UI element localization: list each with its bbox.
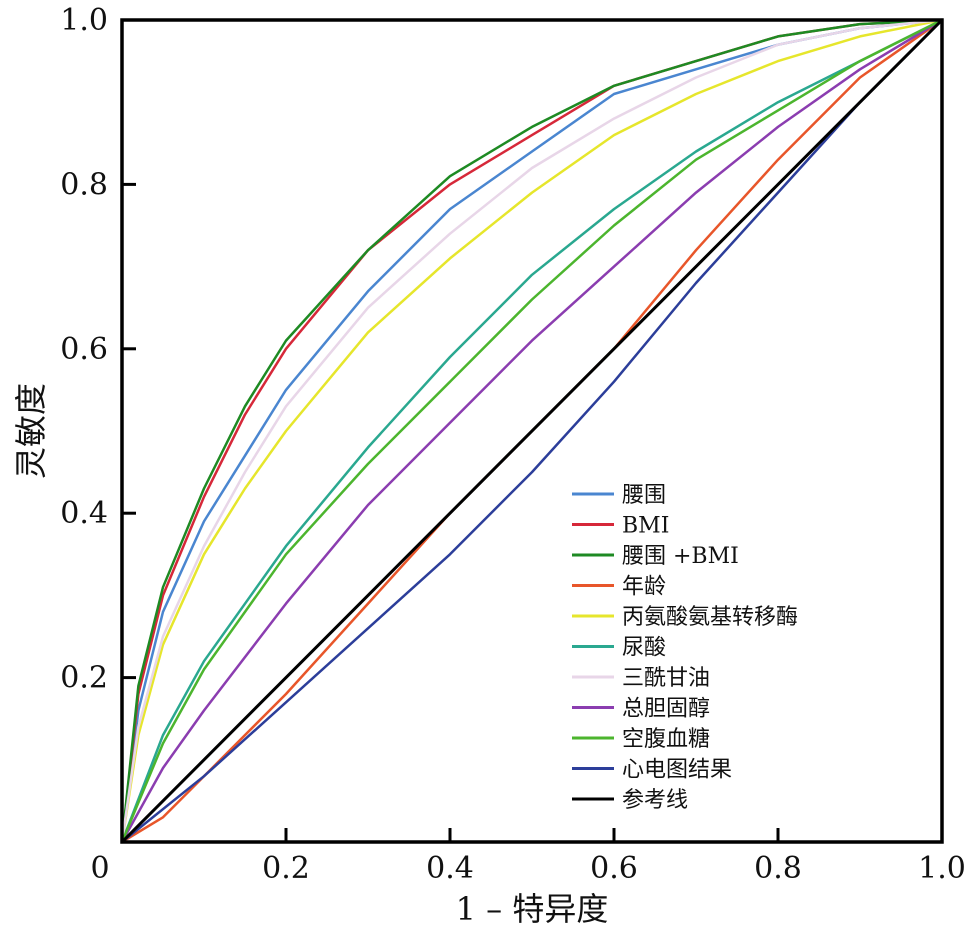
y-tick-label: 0.2 [60, 661, 108, 696]
series-line-8 [120, 18, 944, 844]
series-line-9 [120, 18, 944, 844]
legend-label: 空腹血糖 [622, 727, 710, 752]
legend-label: 参考线 [622, 788, 688, 813]
legend-label: BMI [622, 514, 669, 539]
x-tick-label: 0.6 [590, 851, 638, 886]
y-tick-label: 0.8 [60, 167, 108, 202]
legend-label: 三酰甘油 [622, 666, 710, 691]
y-axis-label: 灵敏度 [12, 383, 50, 479]
y-tick-label: 0.6 [60, 332, 108, 367]
legend-label: 腰围 +BMI [622, 544, 739, 569]
legend-label: 总胆固醇 [622, 697, 710, 722]
legend-label: 尿酸 [622, 636, 666, 661]
series-line-5 [120, 18, 944, 844]
series-line-10 [120, 18, 944, 844]
legend-label: 丙氨酸氨基转移酶 [622, 605, 798, 630]
y-tick-label: 0.4 [60, 496, 108, 531]
x-tick-label: 0.2 [262, 851, 310, 886]
legend: 腰围 BMI 腰围 +BMI 年龄丙氨酸氨基转移酶尿酸三酰甘油总胆固醇空腹血糖心电图结… [572, 483, 798, 813]
series-line-6 [120, 18, 944, 844]
x-tick-label: 0.4 [426, 851, 474, 886]
plot-frame [120, 18, 944, 844]
series-line-7 [120, 18, 944, 844]
series-line-0 [120, 18, 944, 844]
x-tick-label: 0.8 [754, 851, 802, 886]
ticks-group: 0 0.2 0.4 0.6 0.8 1.0 0.2 0.4 0.6 0.8 1.0 [60, 3, 966, 886]
series-line-2 [120, 18, 944, 844]
legend-label: 心电图结果 [622, 758, 732, 783]
curves-group [120, 18, 944, 844]
x-tick-label: 0 [90, 851, 109, 886]
x-axis-label: 1 – 特异度 [456, 890, 609, 927]
legend-label: 年龄 [622, 575, 666, 600]
legend-label: 腰围 [622, 483, 666, 508]
y-tick-label: 1.0 [60, 3, 108, 38]
x-tick-label: 1.0 [918, 851, 966, 886]
series-line-4 [120, 18, 944, 844]
